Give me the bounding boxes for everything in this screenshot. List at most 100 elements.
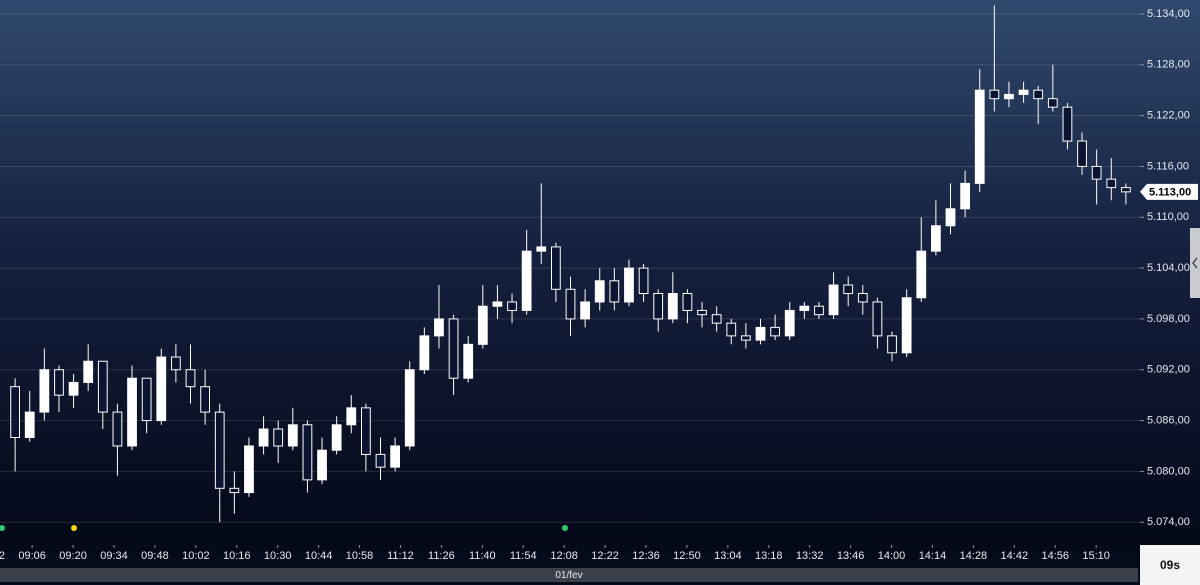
candle-body	[931, 225, 941, 252]
date-bar	[0, 568, 1138, 582]
candle-body	[945, 208, 956, 227]
candle-body	[200, 386, 211, 413]
candle-body	[97, 360, 108, 413]
candle-body	[755, 326, 766, 341]
candle-body	[507, 301, 517, 311]
candle-body	[653, 293, 664, 320]
x-tick-label: 09:48	[141, 550, 169, 562]
candle-body	[390, 445, 401, 468]
candle-body	[565, 288, 576, 320]
candle-body	[624, 267, 634, 303]
candle-body	[551, 246, 561, 290]
candle-body	[857, 293, 868, 303]
candle-body	[273, 428, 284, 447]
candle-body	[171, 356, 181, 371]
last-price-label: 5.113,00	[1149, 186, 1191, 198]
candle-body	[682, 293, 693, 311]
candle-body	[361, 407, 371, 455]
candle-body	[814, 305, 824, 316]
candle-body	[580, 301, 591, 320]
x-tick-label: 14:14	[919, 550, 947, 562]
x-tick-label: 11:54	[510, 550, 537, 562]
side-handle[interactable]	[1190, 228, 1200, 298]
candle-body	[521, 250, 532, 311]
y-tick-label: 5.134,00	[1147, 8, 1190, 20]
y-tick-label: 5.092,00	[1147, 364, 1190, 376]
y-tick-label: 5.110,00	[1147, 211, 1189, 223]
candle-body	[83, 360, 94, 383]
candle-body	[419, 335, 430, 371]
candle-body	[974, 89, 985, 184]
candle-body	[492, 301, 503, 307]
last-price-tag	[1140, 183, 1198, 200]
x-tick-label: 11:12	[387, 550, 414, 562]
candle-body	[477, 305, 488, 345]
handle-tab[interactable]	[1190, 228, 1200, 298]
event-dot	[0, 525, 5, 531]
candle-body	[258, 428, 269, 447]
candle-body	[1121, 187, 1131, 193]
y-tick-label: 5.128,00	[1147, 59, 1190, 71]
plot-area	[0, 5, 1140, 523]
candle-body	[1091, 165, 1102, 180]
y-tick-label: 5.104,00	[1147, 262, 1190, 274]
candle-body	[229, 487, 240, 494]
candle-body	[638, 267, 649, 295]
candle-body	[960, 182, 971, 210]
event-dot	[71, 525, 77, 531]
candle-body	[68, 381, 79, 396]
candle-body	[828, 284, 839, 316]
candle-body	[667, 293, 678, 320]
candle-body	[872, 301, 883, 337]
candle-body	[711, 314, 722, 324]
x-tick-label: 12:50	[673, 550, 701, 562]
date-label: 01/fev	[555, 570, 582, 581]
candle-body	[536, 246, 547, 252]
candle-body	[156, 356, 167, 422]
x-tick-label: 10:58	[346, 550, 374, 562]
countdown: 09s	[1160, 558, 1180, 572]
x-tick-label: 10:30	[264, 550, 292, 562]
candle-body	[10, 386, 20, 439]
y-tick-label: 5.098,00	[1147, 313, 1190, 325]
x-tick-label: 12:08	[550, 550, 578, 562]
candle-body	[697, 309, 707, 316]
x-tick-label: 09:20	[59, 550, 87, 562]
x-tick-label: 08:52	[0, 550, 5, 562]
candle-body	[1047, 98, 1058, 108]
candle-body	[609, 280, 620, 303]
x-tick-label: 10:02	[182, 550, 210, 562]
y-tick-label: 5.080,00	[1147, 465, 1190, 477]
x-tick-label: 09:06	[18, 550, 46, 562]
candle-body	[185, 369, 196, 388]
candle-body	[1062, 106, 1073, 142]
x-tick-label: 14:56	[1041, 550, 1069, 562]
x-tick-label: 10:44	[305, 550, 333, 562]
candle-body	[448, 318, 459, 379]
candle-body	[1106, 178, 1117, 189]
x-tick-label: 11:40	[469, 550, 496, 562]
x-tick-label: 12:22	[591, 550, 619, 562]
candle-body	[726, 322, 737, 337]
candle-body	[141, 377, 152, 422]
candle-body	[434, 318, 444, 337]
x-tick-label: 15:10	[1082, 550, 1110, 562]
candle-body	[1004, 93, 1014, 100]
candle-body	[24, 411, 35, 439]
countdown-box	[1140, 545, 1200, 585]
y-tick-label: 5.086,00	[1147, 414, 1190, 426]
x-tick-label: 12:36	[632, 550, 660, 562]
candle-body	[594, 280, 605, 303]
candle-body	[375, 453, 386, 468]
handle-chevron[interactable]	[1192, 257, 1198, 269]
x-tick-label: 14:42	[1001, 550, 1029, 562]
candle-body	[404, 369, 415, 447]
x-tick-label: 13:04	[714, 550, 742, 562]
candle-body	[214, 411, 225, 489]
event-dot	[562, 525, 568, 531]
candle-body	[741, 335, 751, 341]
candle-body	[244, 445, 254, 494]
x-tick-label: 13:46	[837, 550, 865, 562]
